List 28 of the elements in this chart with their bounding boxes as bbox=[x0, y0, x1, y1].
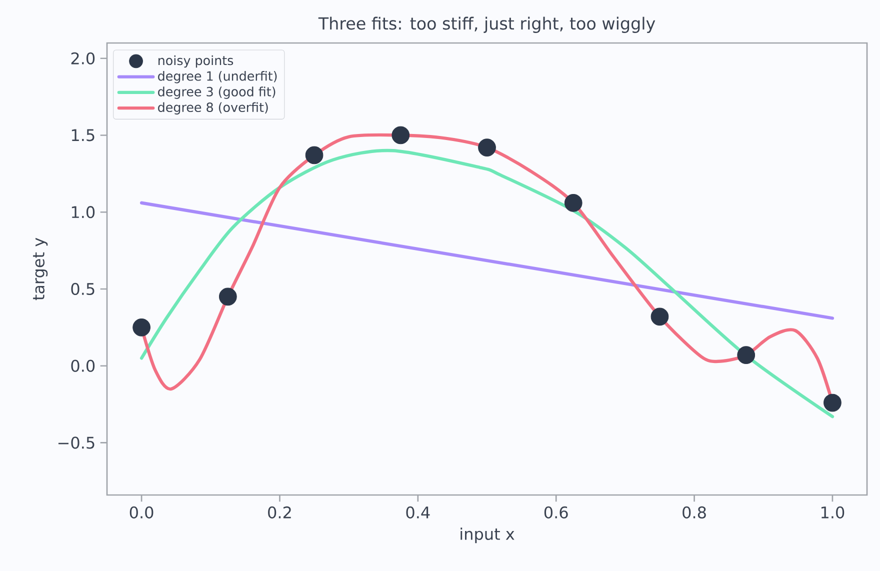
legend-label: degree 3 (good fit) bbox=[158, 86, 276, 99]
x-tick-label: 0.6 bbox=[544, 506, 568, 518]
point bbox=[650, 308, 669, 326]
y-tick-label: 0.5 bbox=[71, 282, 94, 296]
point bbox=[824, 394, 842, 412]
x-tick-label: 1.0 bbox=[822, 506, 844, 518]
point bbox=[392, 126, 410, 144]
y-tick-label: 1.5 bbox=[72, 129, 94, 142]
point bbox=[218, 288, 237, 306]
point bbox=[737, 346, 756, 364]
point bbox=[478, 138, 496, 156]
x-tick-label: 0.2 bbox=[268, 506, 291, 518]
x-tick-label: 0.0 bbox=[130, 506, 154, 518]
legend-label: degree 8 (overfit) bbox=[158, 102, 268, 115]
x-tick-label: 0.8 bbox=[682, 506, 706, 518]
y-axis-title: target y bbox=[33, 238, 48, 300]
y-tick-label: 1.0 bbox=[72, 206, 95, 218]
point bbox=[564, 194, 582, 212]
point bbox=[305, 146, 324, 164]
chart-title: Three fits: too stiff, just right, too wiggly bbox=[318, 16, 656, 33]
legend-label: degree 1 (underfit) bbox=[158, 71, 277, 84]
x-tick-label: 0.4 bbox=[406, 506, 430, 518]
y-tick-label: 2.0 bbox=[71, 52, 95, 64]
point bbox=[132, 318, 150, 336]
x-axis-title: input x bbox=[460, 528, 514, 544]
legend-label: noisy points bbox=[158, 55, 234, 68]
y-tick-label: 0.0 bbox=[71, 360, 95, 372]
y-tick-label: −0.5 bbox=[58, 436, 94, 449]
